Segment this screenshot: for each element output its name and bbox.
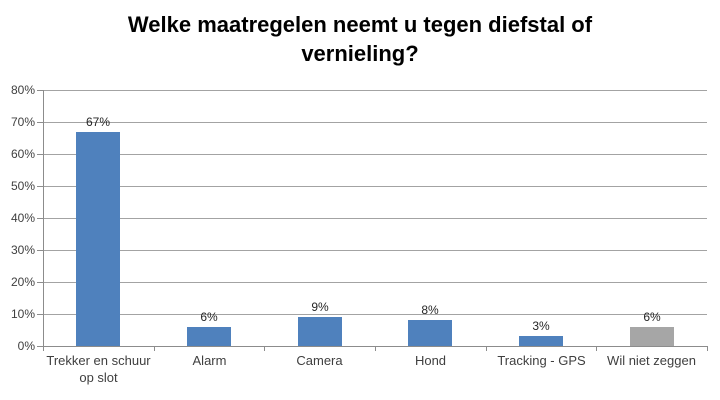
category-label: Wil niet zeggen [607, 353, 696, 368]
y-tick [37, 90, 43, 91]
y-axis-label: 60% [10, 147, 35, 161]
bar [298, 317, 342, 346]
bar-value-label: 6% [643, 310, 661, 324]
y-axis-line [43, 90, 44, 347]
y-tick [37, 218, 43, 219]
chart-title: Welke maatregelen neemt u tegen diefstal… [127, 12, 593, 66]
y-axis-label: 30% [10, 243, 35, 257]
category-label: Hond [414, 353, 447, 368]
bar [519, 336, 563, 346]
y-axis-label: 40% [10, 211, 35, 225]
bar [76, 132, 120, 346]
y-tick [37, 250, 43, 251]
gridline [43, 218, 707, 219]
bar-value-label: 8% [421, 303, 439, 317]
x-tick [707, 346, 708, 351]
gridline [43, 282, 707, 283]
bar [187, 327, 231, 346]
gridline [43, 186, 707, 187]
category-label: Trekker en schuur op slot [46, 353, 151, 385]
bar-value-label: 6% [200, 310, 218, 324]
y-tick [37, 122, 43, 123]
y-tick [37, 154, 43, 155]
bar-value-label: 3% [532, 319, 550, 333]
gridline [43, 314, 707, 315]
gridline [43, 122, 707, 123]
y-axis-label: 50% [10, 179, 35, 193]
y-axis-label: 10% [10, 307, 35, 321]
category-label: Alarm [192, 353, 227, 368]
gridline [43, 154, 707, 155]
x-tick [375, 346, 376, 351]
y-axis-label: 80% [10, 83, 35, 97]
category-label: Camera [296, 353, 343, 368]
y-axis-label: 70% [10, 115, 35, 129]
bar-value-label: 67% [85, 115, 111, 129]
y-axis-label: 0% [17, 339, 35, 353]
x-tick [154, 346, 155, 351]
x-tick [596, 346, 597, 351]
x-axis-line [43, 346, 707, 347]
y-tick [37, 314, 43, 315]
y-tick [37, 186, 43, 187]
x-tick [264, 346, 265, 351]
plot-area: 0% 10% 20% 30% 40% 50% 60% 70% 80% 67% Trekker en … [11, 83, 708, 385]
category-label: Tracking - GPS [497, 353, 586, 368]
gridline [43, 250, 707, 251]
y-tick [37, 346, 43, 347]
bar [408, 320, 452, 346]
x-tick [43, 346, 44, 351]
bar-value-label: 9% [311, 300, 329, 314]
y-tick [37, 282, 43, 283]
y-axis-label: 20% [10, 275, 35, 289]
gridline [43, 90, 707, 91]
bar [630, 327, 674, 346]
x-tick [486, 346, 487, 351]
